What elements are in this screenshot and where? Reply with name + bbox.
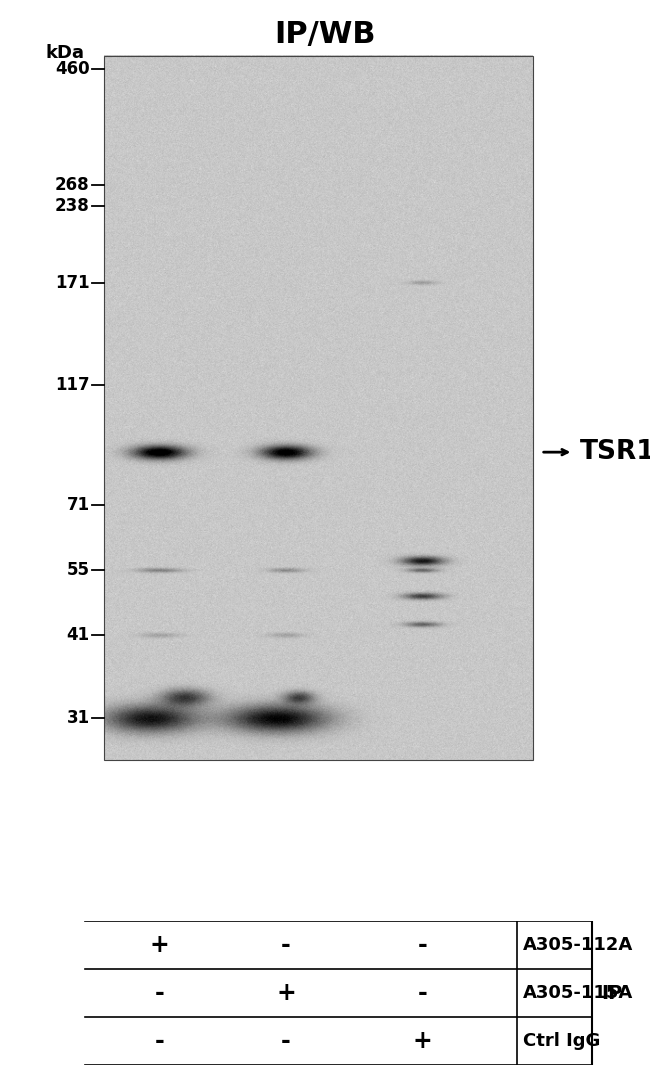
Text: 31: 31 (66, 709, 90, 727)
Text: 268: 268 (55, 177, 90, 194)
Text: 460: 460 (55, 61, 90, 79)
Text: +: + (276, 981, 296, 1005)
Text: 71: 71 (66, 496, 90, 514)
Text: 117: 117 (55, 376, 90, 394)
Text: 171: 171 (55, 274, 90, 292)
Text: -: - (417, 981, 428, 1005)
Text: Ctrl IgG: Ctrl IgG (523, 1032, 601, 1050)
Text: -: - (281, 933, 291, 957)
Bar (104, 55, 533, 759)
Text: 41: 41 (66, 625, 90, 643)
Text: A305-115A: A305-115A (523, 984, 634, 1002)
Text: A305-112A: A305-112A (523, 936, 634, 954)
Text: +: + (150, 933, 169, 957)
Text: 55: 55 (67, 561, 90, 579)
Text: -: - (417, 933, 428, 957)
Text: IP: IP (601, 984, 623, 1002)
Text: IP/WB: IP/WB (274, 20, 376, 49)
Text: -: - (281, 1029, 291, 1053)
Text: +: + (413, 1029, 432, 1053)
Text: TSR1: TSR1 (580, 439, 650, 465)
Text: 238: 238 (55, 197, 90, 215)
Text: -: - (155, 1029, 164, 1053)
Text: -: - (155, 981, 164, 1005)
Text: kDa: kDa (46, 45, 84, 63)
